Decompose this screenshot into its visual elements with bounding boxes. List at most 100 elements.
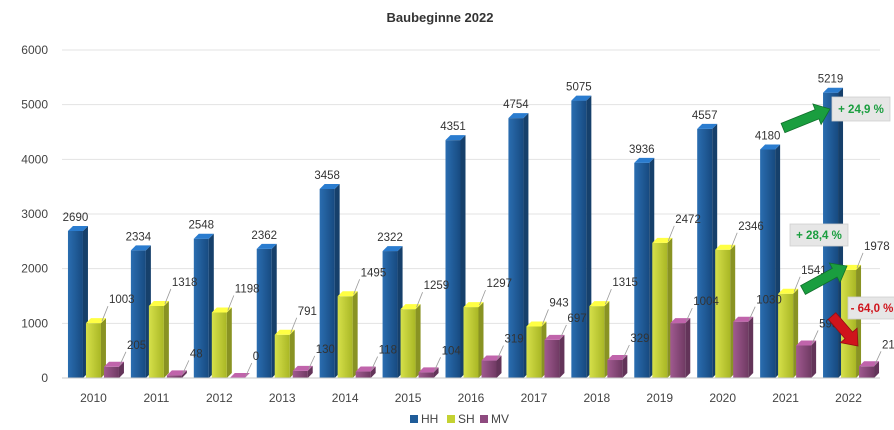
label-leader bbox=[542, 309, 549, 325]
bar-top bbox=[778, 288, 799, 294]
annotation-sh: + 28,4 % bbox=[789, 223, 849, 295]
bar-sh-2022 bbox=[841, 264, 862, 378]
x-tick-label: 2015 bbox=[395, 391, 422, 405]
label-leader bbox=[730, 232, 738, 248]
annotation-box bbox=[847, 296, 894, 320]
bar-top bbox=[697, 123, 718, 129]
bar-mv-2020 bbox=[733, 316, 754, 378]
bar-top bbox=[274, 329, 295, 335]
bar-mv-2021 bbox=[796, 340, 817, 378]
x-tick-label: 2011 bbox=[143, 391, 169, 405]
bar-mv-2011 bbox=[166, 370, 187, 378]
x-tick-label: 2019 bbox=[646, 391, 673, 405]
bar-front bbox=[463, 307, 479, 378]
bar-sh-2018 bbox=[589, 301, 610, 378]
bar-front bbox=[67, 230, 83, 378]
data-label-hh: 5075 bbox=[566, 82, 592, 94]
bar-mv-2010 bbox=[103, 361, 124, 378]
label-leader bbox=[416, 292, 423, 308]
bar-sh-2020 bbox=[715, 244, 736, 378]
bar-top bbox=[859, 361, 880, 367]
legend-item-mv: MV bbox=[480, 412, 509, 426]
bar-top bbox=[382, 246, 403, 252]
bar-side bbox=[181, 370, 187, 378]
data-label-hh: 5219 bbox=[818, 74, 844, 86]
data-label-hh: 2548 bbox=[189, 220, 215, 232]
data-label-mv: 104 bbox=[442, 345, 462, 357]
bar-front bbox=[400, 309, 416, 378]
data-label-mv: 1004 bbox=[693, 296, 719, 308]
data-label-sh: 1978 bbox=[864, 241, 890, 253]
data-label-sh: 1495 bbox=[361, 267, 387, 279]
bar-front bbox=[652, 242, 668, 378]
legend-label: SH bbox=[458, 412, 475, 426]
data-label-sh: 943 bbox=[549, 297, 568, 309]
bar-mv-2014 bbox=[355, 366, 376, 378]
bar-top bbox=[733, 316, 754, 322]
bar-hh-2017 bbox=[508, 113, 529, 378]
bar-front bbox=[211, 312, 227, 378]
bar-mv-2013 bbox=[292, 365, 313, 378]
bar-hh-2015 bbox=[382, 246, 403, 378]
data-label-sh: 1318 bbox=[172, 277, 198, 289]
bar-top bbox=[796, 340, 817, 346]
bar-top bbox=[760, 144, 781, 150]
bar-top bbox=[508, 113, 529, 119]
chart-title: Baubeginne 2022 bbox=[387, 10, 494, 25]
bar-front bbox=[319, 188, 335, 378]
label-leader bbox=[604, 288, 612, 305]
label-leader bbox=[434, 357, 441, 371]
label-leader bbox=[227, 295, 235, 311]
bar-front bbox=[697, 128, 713, 378]
label-leader bbox=[479, 289, 486, 306]
annotation-box bbox=[789, 223, 849, 247]
bar-front bbox=[85, 323, 101, 378]
bar-front bbox=[760, 149, 776, 378]
bar-top bbox=[634, 157, 655, 163]
bar-front bbox=[256, 248, 272, 378]
bar-top bbox=[589, 301, 610, 307]
data-label-sh: 2472 bbox=[675, 214, 701, 226]
legend-label: HH bbox=[421, 412, 438, 426]
data-label-hh: 2362 bbox=[251, 230, 277, 242]
bar-front bbox=[508, 118, 524, 378]
bar-top bbox=[85, 318, 106, 324]
bar-side bbox=[559, 334, 565, 378]
data-label-sh: 1541 bbox=[801, 265, 827, 277]
bar-sh-2017 bbox=[526, 321, 547, 378]
y-tick-label: 5000 bbox=[21, 98, 48, 112]
bar-top bbox=[256, 243, 277, 249]
data-label-mv: 205 bbox=[127, 340, 146, 352]
bar-side bbox=[496, 355, 502, 378]
data-label-sh: 791 bbox=[298, 306, 317, 318]
bar-top bbox=[355, 366, 376, 372]
bar-front bbox=[733, 321, 749, 378]
data-label-hh: 2322 bbox=[377, 232, 403, 244]
label-leader bbox=[811, 330, 819, 344]
data-label-hh: 2334 bbox=[126, 231, 152, 243]
legend-swatch bbox=[410, 415, 418, 423]
label-leader bbox=[290, 317, 298, 333]
data-label-mv: 0 bbox=[253, 351, 259, 363]
label-leader bbox=[245, 362, 253, 377]
bar-front bbox=[103, 366, 119, 378]
bar-front bbox=[337, 296, 353, 378]
bar-top bbox=[463, 302, 484, 308]
bar-front bbox=[796, 345, 812, 378]
bar-top bbox=[292, 365, 313, 371]
data-label-sh: 1297 bbox=[487, 278, 513, 290]
bar-front bbox=[526, 326, 542, 378]
bar-hh-2020 bbox=[697, 123, 718, 378]
x-tick-label: 2012 bbox=[206, 391, 233, 405]
bar-top bbox=[166, 370, 187, 376]
x-tick-label: 2014 bbox=[332, 391, 359, 405]
data-label-sh: 2346 bbox=[738, 221, 764, 233]
bar-hh-2011 bbox=[130, 245, 151, 378]
bar-mv-2018 bbox=[607, 355, 628, 378]
bar-side bbox=[415, 304, 421, 378]
x-tick-label: 2013 bbox=[269, 391, 296, 405]
y-tick-label: 6000 bbox=[21, 43, 48, 57]
bar-front bbox=[715, 249, 731, 378]
bar-front bbox=[148, 305, 164, 378]
label-leader bbox=[793, 276, 801, 292]
